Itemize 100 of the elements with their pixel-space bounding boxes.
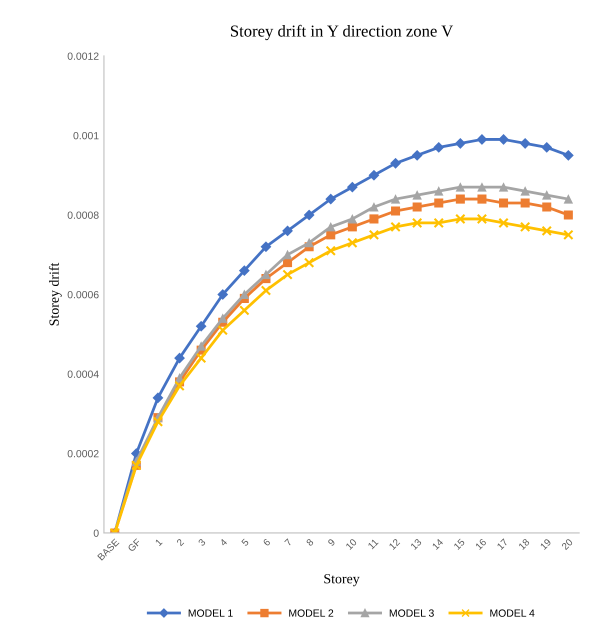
y-axis-title: Storey drift (48, 262, 62, 326)
point (347, 182, 358, 192)
x-tick-label: 19 (540, 538, 552, 550)
x-tick-label: 11 (368, 538, 379, 550)
point (542, 202, 552, 212)
point (412, 190, 422, 200)
point (520, 138, 530, 149)
point (304, 257, 314, 268)
chart-title: Storey drift in Y direction zone V (230, 24, 454, 40)
point (434, 186, 444, 196)
x-tick-label: 10 (345, 538, 358, 550)
point (196, 342, 206, 351)
point (174, 380, 185, 392)
point (325, 194, 336, 204)
x-tick-label: 18 (518, 538, 530, 550)
point (563, 150, 574, 161)
point (152, 392, 164, 404)
point (260, 285, 272, 296)
point (304, 210, 314, 220)
point (455, 214, 466, 224)
point (282, 269, 293, 280)
x-tick-label: GF (127, 538, 142, 552)
point (434, 218, 444, 228)
x-axis-title: Storey (324, 574, 360, 586)
point (390, 158, 401, 169)
point (456, 182, 465, 192)
x-tick-label: 2 (176, 538, 184, 546)
x-tick-label: 13 (410, 538, 422, 550)
point (412, 150, 422, 161)
point (348, 214, 357, 224)
point (499, 182, 508, 192)
point (391, 206, 400, 216)
point (326, 222, 336, 232)
x-tick-label: 12 (388, 538, 400, 550)
point (217, 289, 228, 300)
legend-label: MODEL 2 (289, 609, 334, 617)
point (498, 218, 509, 228)
point (369, 202, 378, 212)
point (282, 226, 293, 236)
point (368, 230, 380, 240)
y-tick-label: 0.001 (73, 132, 99, 140)
point (196, 352, 206, 364)
point (218, 314, 228, 323)
x-tick-label: 8 (306, 538, 314, 546)
legend-label: MODEL 3 (390, 609, 434, 617)
point (564, 210, 573, 220)
point (476, 134, 488, 145)
point (520, 186, 530, 196)
point (520, 198, 530, 208)
point (433, 142, 444, 153)
point (563, 230, 574, 240)
x-tick-label: 16 (475, 538, 487, 550)
legend-label: MODEL 4 (490, 609, 535, 617)
point (477, 194, 486, 204)
x-tick-label: 4 (219, 538, 228, 546)
point (174, 352, 185, 364)
x-tick-label: 7 (284, 538, 292, 546)
point (196, 321, 206, 332)
y-tick-label: 0 (94, 529, 99, 537)
x-tick-label: 15 (453, 538, 466, 550)
x-tick-label: 1 (154, 538, 163, 546)
point (326, 230, 336, 240)
point (434, 198, 444, 208)
y-tick-label: 0.0002 (68, 450, 99, 458)
point (498, 134, 509, 145)
point (326, 246, 336, 256)
legend-label: MODEL 1 (188, 609, 233, 617)
point (347, 238, 358, 248)
point (456, 194, 465, 204)
point (304, 238, 314, 248)
x-tick-label: 17 (496, 538, 508, 550)
x-tick-label: 9 (327, 538, 336, 546)
point (542, 190, 552, 200)
point (564, 194, 573, 204)
point (260, 242, 272, 252)
x-tick-label: 20 (561, 538, 574, 550)
y-tick-label: 0.0006 (68, 290, 99, 298)
point (239, 305, 250, 316)
point (368, 170, 380, 180)
point (369, 214, 378, 224)
y-tick-label: 0.0012 (68, 52, 99, 60)
point (152, 416, 164, 427)
y-tick-label: 0.0004 (68, 370, 99, 378)
x-tick-label: 3 (198, 538, 206, 546)
point (499, 198, 508, 208)
y-tick-label: 0.0008 (68, 211, 99, 219)
point (390, 222, 401, 232)
point (455, 138, 466, 149)
point (412, 218, 422, 228)
point (541, 142, 552, 153)
point (391, 194, 400, 204)
point (412, 202, 422, 212)
point (476, 214, 488, 224)
point (520, 222, 530, 232)
x-tick-label: 6 (262, 538, 271, 546)
point (218, 325, 228, 336)
x-tick-label: 14 (432, 538, 444, 550)
x-tick-label: 5 (241, 538, 250, 546)
point (542, 226, 552, 236)
point (477, 182, 486, 192)
